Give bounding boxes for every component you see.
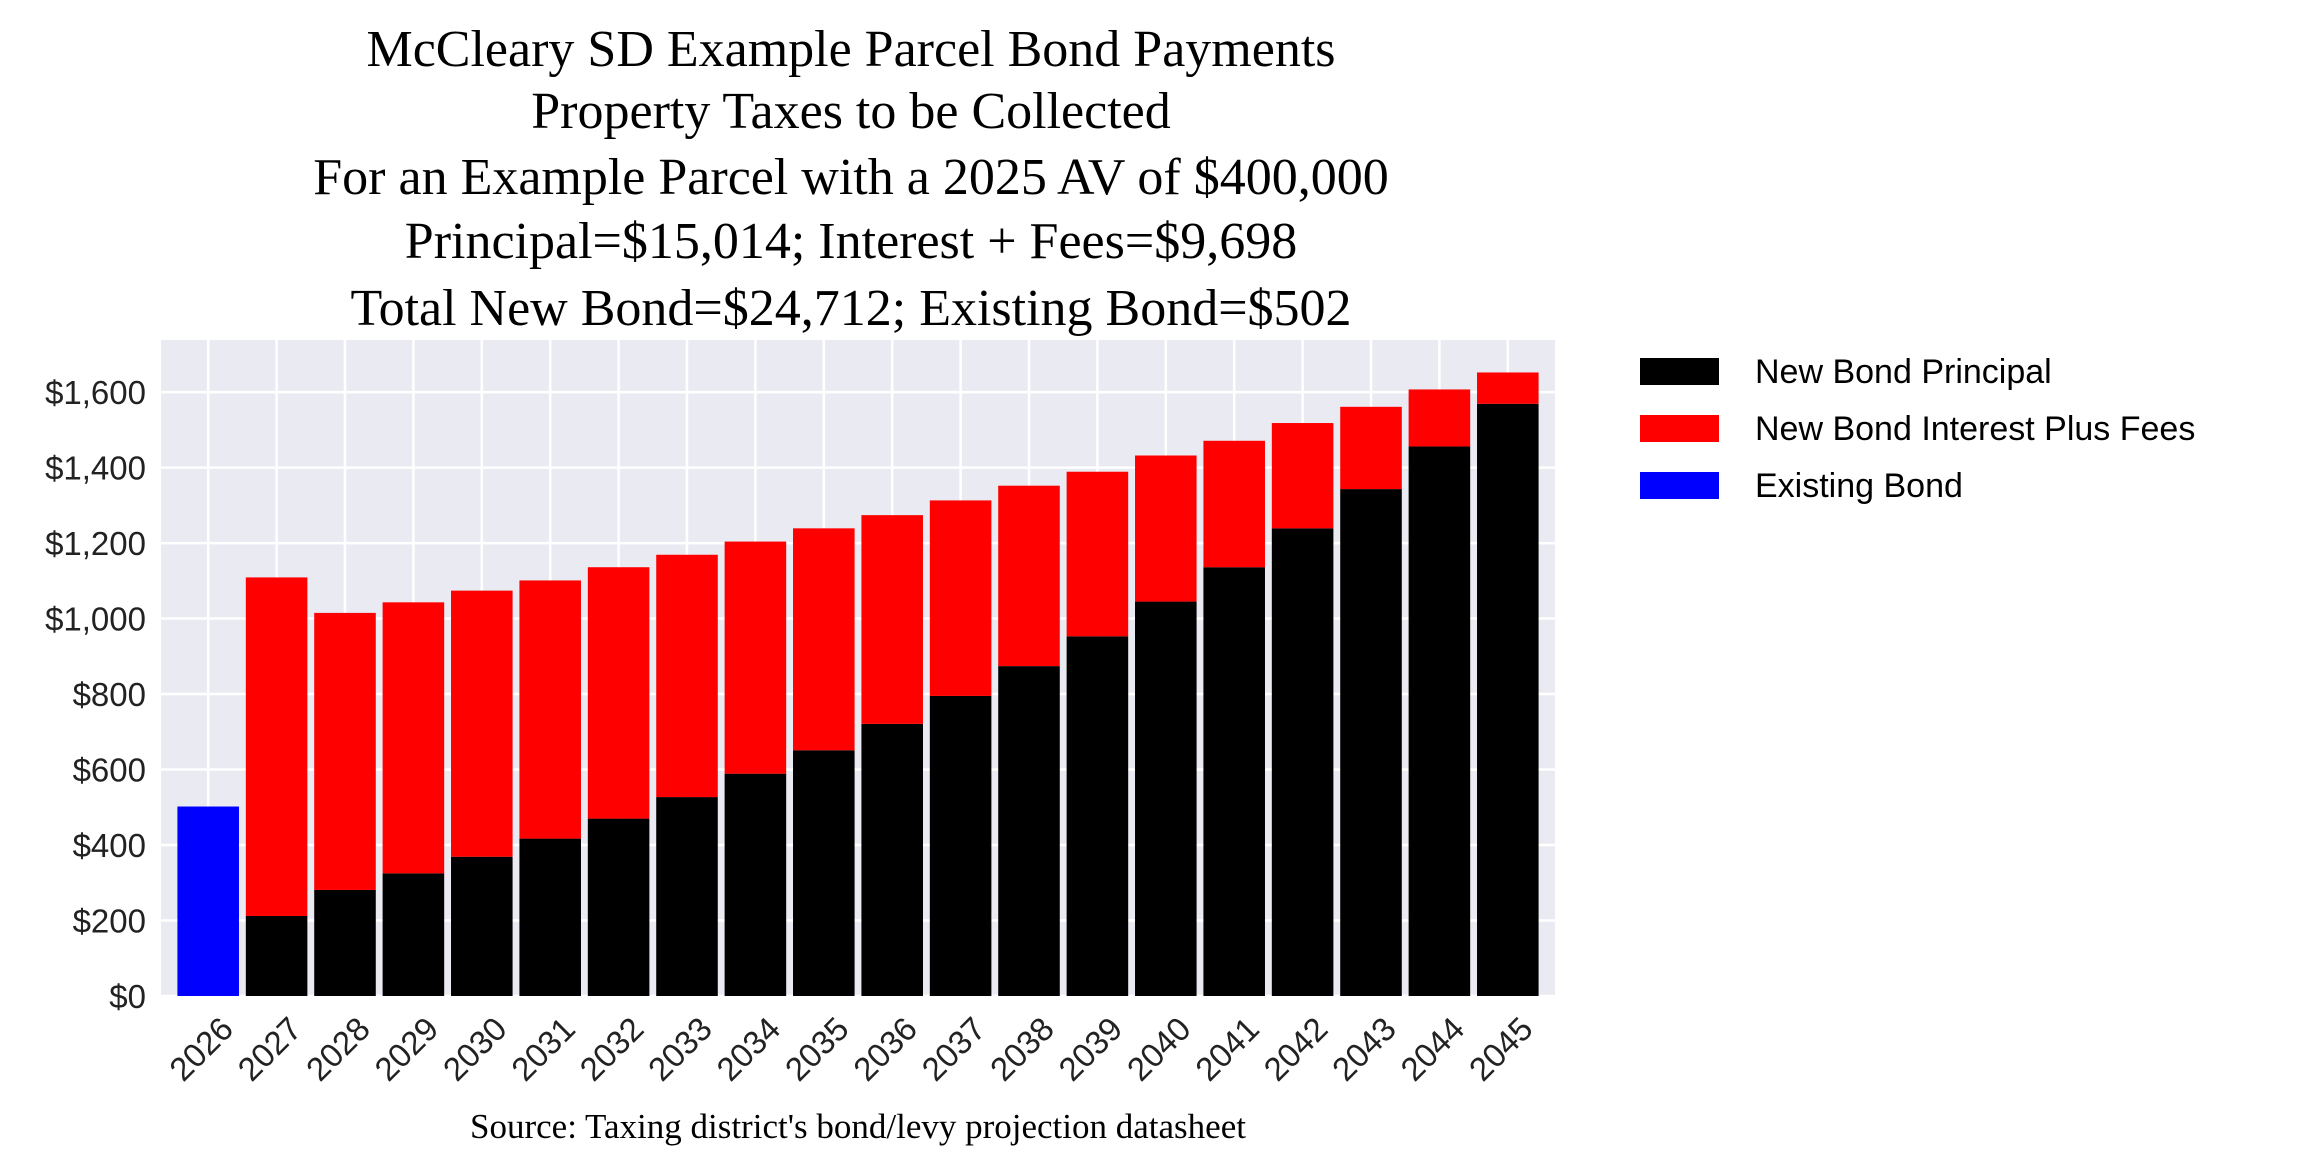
bar-2029-new-bond-interest-plus-fees: [382, 602, 445, 874]
legend-swatch: [1640, 472, 1719, 499]
x-tick-label: 2036: [846, 1010, 924, 1088]
bar-2039-new-bond-interest-plus-fees: [1066, 471, 1129, 637]
y-tick-label: $1,600: [45, 374, 146, 411]
bar-2032-new-bond-interest-plus-fees: [587, 567, 650, 819]
bar-2045-new-bond-interest-plus-fees: [1477, 372, 1539, 404]
legend-label: New Bond Principal: [1755, 353, 2052, 391]
x-tick-label: 2032: [572, 1010, 650, 1088]
title-line-3: For an Example Parcel with a 2025 AV of …: [313, 149, 1389, 206]
bar-2038-new-bond-principal: [998, 666, 1060, 996]
title-line-1: McCleary SD Example Parcel Bond Payments: [366, 21, 1335, 78]
x-tick-label: 2045: [1462, 1010, 1540, 1088]
bar-2037-new-bond-interest-plus-fees: [929, 500, 992, 696]
bar-2032-new-bond-principal: [587, 818, 650, 996]
bar-2029-new-bond-principal: [382, 873, 445, 996]
bar-2031-new-bond-interest-plus-fees: [519, 580, 581, 839]
source-note: Source: Taxing district's bond/levy proj…: [470, 1107, 1246, 1146]
x-tick-label: 2034: [709, 1010, 787, 1088]
bar-2030-new-bond-interest-plus-fees: [451, 590, 513, 857]
y-axis-ticks: $0 $200 $400 $600 $800 $1,000 $1,200 $1,400 $1,6…: [45, 374, 146, 1015]
bar-2028-new-bond-interest-plus-fees: [314, 612, 376, 890]
bar-2027-new-bond-interest-plus-fees: [245, 577, 308, 916]
legend-swatch: [1640, 415, 1719, 442]
bar-2030-new-bond-principal: [451, 856, 513, 996]
x-tick-label: 2041: [1188, 1010, 1266, 1088]
x-tick-label: 2042: [1256, 1010, 1334, 1088]
x-tick-label: 2039: [1051, 1010, 1129, 1088]
x-tick-label: 2033: [641, 1010, 719, 1088]
bar-2040-new-bond-interest-plus-fees: [1135, 455, 1197, 602]
x-tick-label: 2037: [914, 1010, 992, 1088]
x-tick-label: 2040: [1120, 1010, 1198, 1088]
x-tick-label: 2026: [162, 1010, 240, 1088]
bar-2042-new-bond-principal: [1271, 528, 1334, 996]
x-tick-label: 2027: [230, 1010, 308, 1088]
bar-2045-new-bond-principal: [1477, 403, 1539, 996]
bar-2034-new-bond-principal: [724, 773, 787, 996]
bar-2031-new-bond-principal: [519, 838, 581, 996]
legend-swatch: [1640, 358, 1719, 385]
bar-2035-new-bond-principal: [793, 750, 855, 996]
legend-label: New Bond Interest Plus Fees: [1755, 410, 2195, 448]
bar-2038-new-bond-interest-plus-fees: [998, 485, 1060, 667]
legend: New Bond Principal New Bond Interest Plus…: [1640, 353, 2195, 505]
bar-2039-new-bond-principal: [1066, 636, 1129, 996]
bar-2041-new-bond-interest-plus-fees: [1203, 440, 1265, 568]
y-tick-label: $1,200: [45, 525, 146, 562]
bar-2028-new-bond-principal: [314, 889, 376, 996]
x-axis-ticks: 2026202720282029203020312032203320342035…: [162, 1010, 1540, 1088]
bar-2036-new-bond-principal: [861, 723, 923, 996]
bar-2027-new-bond-principal: [245, 915, 308, 996]
x-tick-label: 2038: [983, 1010, 1061, 1088]
bar-2035-new-bond-interest-plus-fees: [793, 528, 855, 751]
bar-2026-existing-bond: [177, 806, 239, 996]
bar-2040-new-bond-principal: [1135, 601, 1197, 996]
y-tick-label: $800: [73, 676, 146, 713]
y-tick-label: $0: [109, 978, 146, 1015]
x-tick-label: 2043: [1325, 1010, 1403, 1088]
bar-2044-new-bond-interest-plus-fees: [1408, 389, 1471, 447]
chart-title: McCleary SD Example Parcel Bond Payments…: [313, 21, 1389, 337]
title-line-2: Property Taxes to be Collected: [531, 83, 1170, 140]
bar-2034-new-bond-interest-plus-fees: [724, 541, 787, 774]
bar-2044-new-bond-principal: [1408, 446, 1471, 996]
x-tick-label: 2035: [778, 1010, 856, 1088]
y-tick-label: $1,400: [45, 450, 146, 487]
legend-label: Existing Bond: [1755, 467, 1963, 505]
y-tick-label: $1,000: [45, 601, 146, 638]
bar-2033-new-bond-principal: [656, 797, 718, 996]
x-tick-label: 2029: [367, 1010, 445, 1088]
bar-2043-new-bond-interest-plus-fees: [1340, 406, 1402, 490]
y-tick-label: $400: [73, 827, 146, 864]
bar-2042-new-bond-interest-plus-fees: [1271, 423, 1334, 529]
x-tick-label: 2044: [1393, 1010, 1471, 1088]
x-tick-label: 2031: [504, 1010, 582, 1088]
x-tick-label: 2028: [299, 1010, 377, 1088]
y-tick-label: $200: [73, 903, 146, 940]
bars: [177, 372, 1539, 996]
title-line-5: Total New Bond=$24,712; Existing Bond=$5…: [350, 280, 1351, 337]
bar-2041-new-bond-principal: [1203, 567, 1265, 996]
x-tick-label: 2030: [436, 1010, 514, 1088]
bar-2037-new-bond-principal: [929, 695, 992, 996]
title-line-4: Principal=$15,014; Interest + Fees=$9,69…: [405, 213, 1297, 270]
bar-2036-new-bond-interest-plus-fees: [861, 515, 923, 724]
y-tick-label: $600: [73, 752, 146, 789]
bar-2033-new-bond-interest-plus-fees: [656, 554, 718, 798]
bar-2043-new-bond-principal: [1340, 489, 1402, 996]
